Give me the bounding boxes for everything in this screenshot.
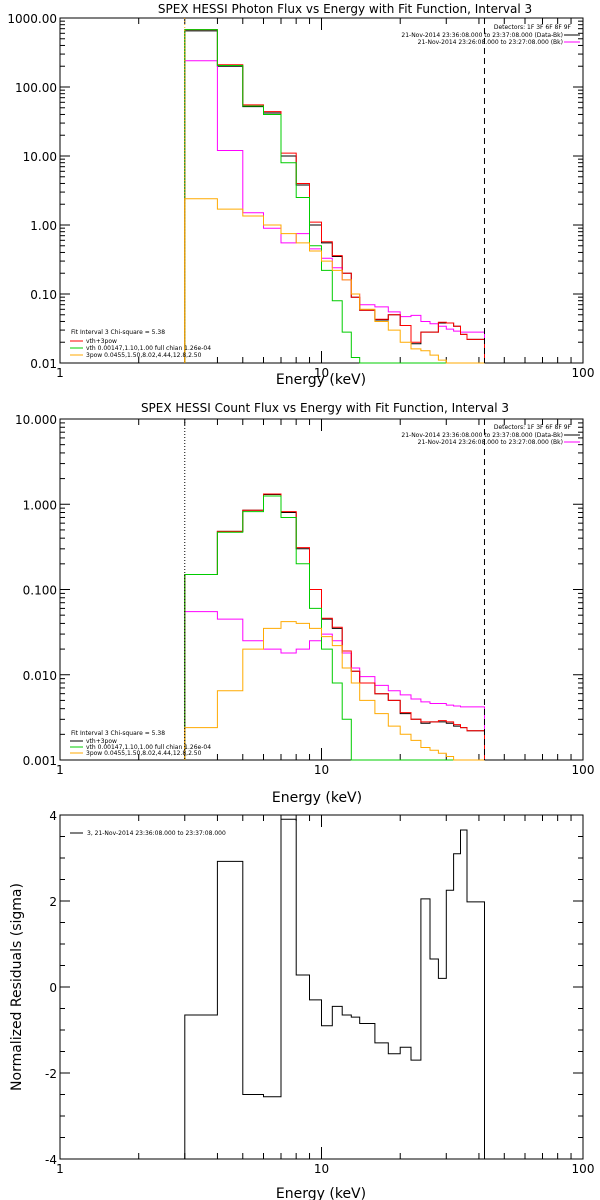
count-flux-y-tick-label: 0.100 <box>23 584 57 598</box>
count-flux-x-tick-label: 10 <box>314 763 329 777</box>
photon-flux-y-tick-label: 10.00 <box>23 150 57 164</box>
photon-flux-x-tick-label: 100 <box>572 366 595 380</box>
count-flux-fit-label: Fit Interval 3 Chi-square = 5.38 <box>71 730 165 737</box>
residuals-y-tick-label: -2 <box>45 1067 57 1081</box>
photon-flux-x-tick-label: 10 <box>314 366 329 380</box>
residuals-series-residuals <box>184 818 485 1159</box>
photon-flux-legend-vth: vth 0.00147,1.10,1.00 full chian 1.26e-0… <box>86 345 211 352</box>
count-flux-series-bk <box>184 611 485 760</box>
photon-flux-series-bk <box>184 60 485 363</box>
count-flux-x-axis-label: Energy (keV) <box>272 790 362 806</box>
count-flux-legend-bottom-left: Fit Interval 3 Chi-square = 5.38 vth+3po… <box>70 730 211 757</box>
photon-flux-legend-top-right: Detectors: 1F 3F 6F 8F 9F 21-Nov-2014 23… <box>401 24 580 46</box>
photon-flux-legend-3pow: 3pow 0.0455,1.50,8.02,4.44,12.8,2.50 <box>86 352 202 359</box>
residuals-x-axis-label: Energy (keV) <box>276 1186 366 1200</box>
photon-flux-series-vth <box>184 29 485 364</box>
residuals-y-axis-label: Normalized Residuals (sigma) <box>9 883 25 1091</box>
count-flux-detectors-label: Detectors: 1F 3F 6F 8F 9F <box>494 424 572 431</box>
photon-flux-y-tick-label: 0.01 <box>30 357 57 371</box>
photon-flux-title: SPEX HESSI Photon Flux vs Energy with Fi… <box>158 2 532 16</box>
residuals-x-tick-label: 10 <box>314 1162 329 1176</box>
count-flux-legend-fit: vth+3pow <box>86 738 117 745</box>
photon-flux-series-3pow <box>184 198 485 364</box>
count-flux-y-tick-label: 1.000 <box>23 498 57 512</box>
count-flux-series-3pow <box>184 621 485 761</box>
photon-flux-y-tick-label: 1.00 <box>30 219 57 233</box>
residuals-y-tick-label: -4 <box>45 1153 57 1167</box>
count-flux-legend-bk: 21-Nov-2014 23:26:08.000 to 23:27:08.000… <box>418 439 563 446</box>
residuals-y-tick-label: 2 <box>49 895 57 909</box>
residuals-y-tick-label: 0 <box>49 981 57 995</box>
photon-flux-y-tick-label: 1000.00 <box>7 12 57 26</box>
photon-flux-panel: SPEX HESSI Photon Flux vs Energy with Fi… <box>7 2 594 388</box>
photon-flux-legend-bottom-left: Fit Interval 3 Chi-square = 5.38 vth+3po… <box>70 329 211 359</box>
count-flux-y-tick-label: 0.010 <box>23 669 57 683</box>
residuals-plot-frame <box>59 814 584 1160</box>
count-flux-title: SPEX HESSI Count Flux vs Energy with Fit… <box>141 401 509 415</box>
photon-flux-series-vth-3pow <box>184 29 485 363</box>
photon-flux-legend-bk: 21-Nov-2014 23:26:08.000 to 23:27:08.000… <box>418 39 563 46</box>
photon-flux-x-tick-label: 1 <box>56 366 64 380</box>
photon-flux-legend-data-bk: 21-Nov-2014 23:36:08.000 to 23:37:08.000… <box>401 32 563 39</box>
photon-flux-fit-label: Fit Interval 3 Chi-square = 5.38 <box>71 329 165 336</box>
residuals-x-tick-label: 100 <box>572 1162 595 1176</box>
count-flux-y-tick-label: 10.000 <box>15 413 57 427</box>
count-flux-legend-top-right: Detectors: 1F 3F 6F 8F 9F 21-Nov-2014 23… <box>401 424 580 446</box>
photon-flux-y-tick-label: 100.00 <box>15 81 57 95</box>
residuals-y-tick-label: 4 <box>49 809 57 823</box>
count-flux-series-vth <box>184 495 485 761</box>
count-flux-x-tick-label: 1 <box>56 763 64 777</box>
count-flux-y-tick-label: 0.001 <box>23 754 57 768</box>
photon-flux-detectors-label: Detectors: 1F 3F 6F 8F 9F <box>494 24 572 31</box>
photon-flux-series-data-bk <box>184 30 485 363</box>
photon-flux-y-tick-label: 0.10 <box>30 288 57 302</box>
residuals-legend-label: 3, 21-Nov-2014 23:36:08.000 to 23:37:08.… <box>87 830 226 837</box>
count-flux-x-tick-label: 100 <box>572 763 595 777</box>
count-flux-legend-data-bk: 21-Nov-2014 23:36:08.000 to 23:37:08.000… <box>401 432 563 439</box>
count-flux-legend-vth: vth 0.00147,1.10,1.00 full chian 1.26e-0… <box>86 744 211 751</box>
residuals-x-tick-label: 1 <box>56 1162 64 1176</box>
photon-flux-legend-fit: vth+3pow <box>86 338 117 345</box>
count-flux-series-vth-3pow <box>184 493 485 760</box>
count-flux-legend-3pow: 3pow 0.0455,1.50,8.02,4.44,12.8,2.50 <box>86 750 202 757</box>
residuals-legend: 3, 21-Nov-2014 23:36:08.000 to 23:37:08.… <box>70 830 226 837</box>
photon-flux-plot-frame <box>59 17 584 364</box>
residuals-panel: 1 10 100 -4 -2 0 2 4 Normalized Residuals (sigm… <box>9 809 594 1200</box>
photon-flux-x-axis-label: Energy (keV) <box>276 372 366 388</box>
count-flux-panel: SPEX HESSI Count Flux vs Energy with Fit… <box>15 401 594 806</box>
